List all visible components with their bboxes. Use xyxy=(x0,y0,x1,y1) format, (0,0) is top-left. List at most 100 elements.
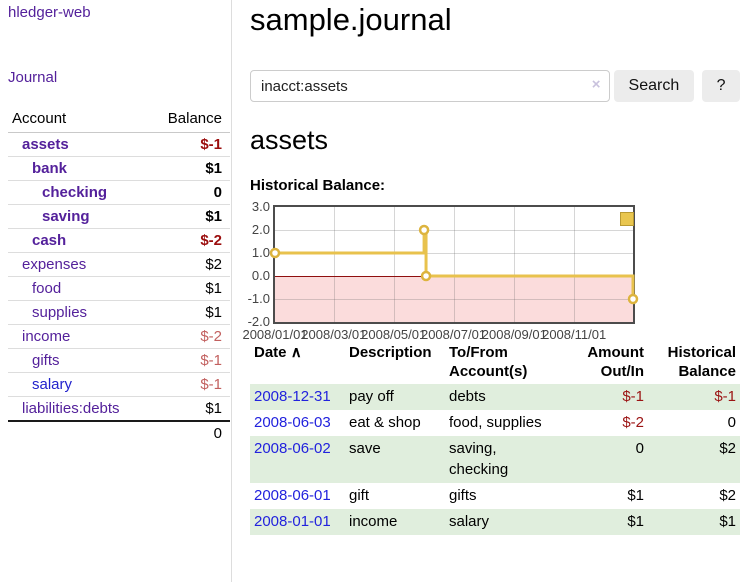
account-row: liabilities:debts $1 xyxy=(8,396,230,422)
register-header-row: Date ∧ Description To/From Account(s) Am… xyxy=(250,341,740,384)
register-header-amount: Amount Out/In xyxy=(587,343,644,381)
chart-title: Historical Balance: xyxy=(250,176,386,194)
account-balance: $-1 xyxy=(147,132,230,157)
account-heading: assets xyxy=(250,125,329,156)
chart-legend: $ xyxy=(619,212,634,227)
y-axis-tick-label: 1.0 xyxy=(251,244,270,260)
account-row: cash $-2 xyxy=(8,228,230,253)
help-button[interactable]: ? xyxy=(702,70,740,103)
account-link-gifts[interactable]: gifts xyxy=(32,352,60,369)
h-gridline xyxy=(275,229,633,231)
sidebar-journal: Journal xyxy=(8,69,230,86)
transaction-row: 2008-06-03 eat & shop food, supplies $-2… xyxy=(250,410,740,436)
chart-plot-area: $ xyxy=(269,204,639,324)
transaction-description: save xyxy=(349,440,381,458)
app-title: hledger-web xyxy=(8,4,230,21)
account-link-cash[interactable]: cash xyxy=(32,232,67,249)
transaction-row: 2008-06-01 gift gifts $1 $2 xyxy=(250,483,740,509)
transaction-date-link[interactable]: 2008-06-01 xyxy=(254,486,331,504)
transaction-accounts: salary xyxy=(449,513,490,531)
page-title: sample.journal xyxy=(250,2,452,37)
account-link-expenses[interactable]: expenses xyxy=(22,256,87,273)
y-axis-tick-label: 0.0 xyxy=(251,267,270,283)
transaction-row: 2008-06-02 save saving, checking 0 $2 xyxy=(250,436,740,483)
account-row: supplies $1 xyxy=(8,300,230,325)
account-row: assets $-1 xyxy=(8,132,230,157)
account-balance: $-1 xyxy=(147,372,230,397)
x-axis-tick-label: 2008/01/01 xyxy=(242,326,308,342)
search-button[interactable]: Search xyxy=(613,70,695,103)
account-link-income[interactable]: income xyxy=(22,328,71,345)
v-gridline xyxy=(574,206,576,322)
transaction-date-link[interactable]: 2008-12-31 xyxy=(254,387,331,405)
account-balance: $1 xyxy=(147,276,230,301)
transaction-accounts: saving, checking xyxy=(449,440,509,478)
transaction-accounts: gifts xyxy=(449,486,477,504)
account-link-salary[interactable]: salary xyxy=(32,376,73,393)
data-point-marker xyxy=(269,247,281,259)
account-row: gifts $-1 xyxy=(8,348,230,373)
transaction-description: pay off xyxy=(349,387,394,405)
data-point-marker xyxy=(418,224,430,236)
clear-search-icon[interactable]: × xyxy=(591,76,601,94)
legend-swatch xyxy=(619,212,634,227)
account-link-supplies[interactable]: supplies xyxy=(32,304,88,321)
accounts-header-account: Account xyxy=(8,107,148,133)
y-axis-tick-label: 2.0 xyxy=(251,221,270,237)
journal-link[interactable]: Journal xyxy=(8,69,58,86)
transaction-description: gift xyxy=(349,486,370,504)
v-gridline xyxy=(393,206,395,322)
transaction-balance: $2 xyxy=(719,486,736,504)
x-axis-tick-label: 2008/03/01 xyxy=(301,326,367,342)
h-gridline xyxy=(275,298,633,300)
chart-line xyxy=(269,224,639,305)
account-link-liabilities-debts[interactable]: liabilities:debts xyxy=(22,400,120,417)
transaction-amount: 0 xyxy=(635,440,644,458)
sidebar: hledger-web Journal Account Balance asse… xyxy=(8,4,230,445)
search-bar: × Search ? xyxy=(250,70,740,103)
transaction-date-link[interactable]: 2008-06-02 xyxy=(254,440,331,458)
main-content: sample.journal × Search ? assets Histori… xyxy=(242,0,740,536)
account-link-saving[interactable]: saving xyxy=(42,208,90,225)
account-link-checking[interactable]: checking xyxy=(42,184,108,201)
register-header-date[interactable]: Date ∧ xyxy=(254,343,302,361)
x-axis-tick-label: 2008/07/01 xyxy=(420,326,487,342)
data-point-marker xyxy=(420,270,432,282)
app-title-link[interactable]: hledger-web xyxy=(8,4,91,21)
account-row: checking 0 xyxy=(8,180,230,205)
account-balance: $1 xyxy=(147,300,230,325)
register-table: Date ∧ Description To/From Account(s) Am… xyxy=(250,341,740,536)
transaction-amount: $1 xyxy=(627,486,644,504)
account-link-assets[interactable]: assets xyxy=(22,136,69,153)
account-balance: $1 xyxy=(147,156,230,181)
transaction-accounts: food, supplies xyxy=(449,414,542,432)
transaction-date-link[interactable]: 2008-01-01 xyxy=(254,513,331,531)
account-row: expenses $2 xyxy=(8,252,230,277)
account-link-bank[interactable]: bank xyxy=(32,160,68,177)
transaction-description: income xyxy=(349,513,398,531)
transaction-amount: $1 xyxy=(627,513,644,531)
historical-balance-chart[interactable]: $ 3.0 2.0 1.0 0.0 -1.0 -2.02008/01/012008/03/… xyxy=(242,199,639,342)
transaction-amount: $-2 xyxy=(622,414,644,432)
y-axis-tick-label: -1.0 xyxy=(247,290,270,306)
account-link-food[interactable]: food xyxy=(32,280,62,297)
x-axis-tick-label: 2008/09/01 xyxy=(481,326,547,342)
transaction-row: 2008-01-01 income salary $1 $1 xyxy=(250,509,740,536)
account-balance: $-2 xyxy=(147,324,230,349)
account-balance: $1 xyxy=(147,204,230,229)
search-input[interactable] xyxy=(250,70,610,103)
data-point-marker xyxy=(627,293,639,305)
transaction-accounts: debts xyxy=(449,387,486,405)
y-axis-tick-label: -2.0 xyxy=(247,313,270,329)
transaction-date-link[interactable]: 2008-06-03 xyxy=(254,414,331,432)
account-balance: $-1 xyxy=(147,348,230,373)
account-row: salary $-1 xyxy=(8,372,230,397)
account-balance: $-2 xyxy=(147,228,230,253)
accounts-total-row: 0 xyxy=(8,420,230,445)
account-balance: $1 xyxy=(147,396,230,422)
account-row: income $-2 xyxy=(8,324,230,349)
transaction-balance: $1 xyxy=(719,513,736,531)
account-row: food $1 xyxy=(8,276,230,301)
transaction-balance: 0 xyxy=(727,414,736,432)
account-balance: 0 xyxy=(147,180,230,205)
